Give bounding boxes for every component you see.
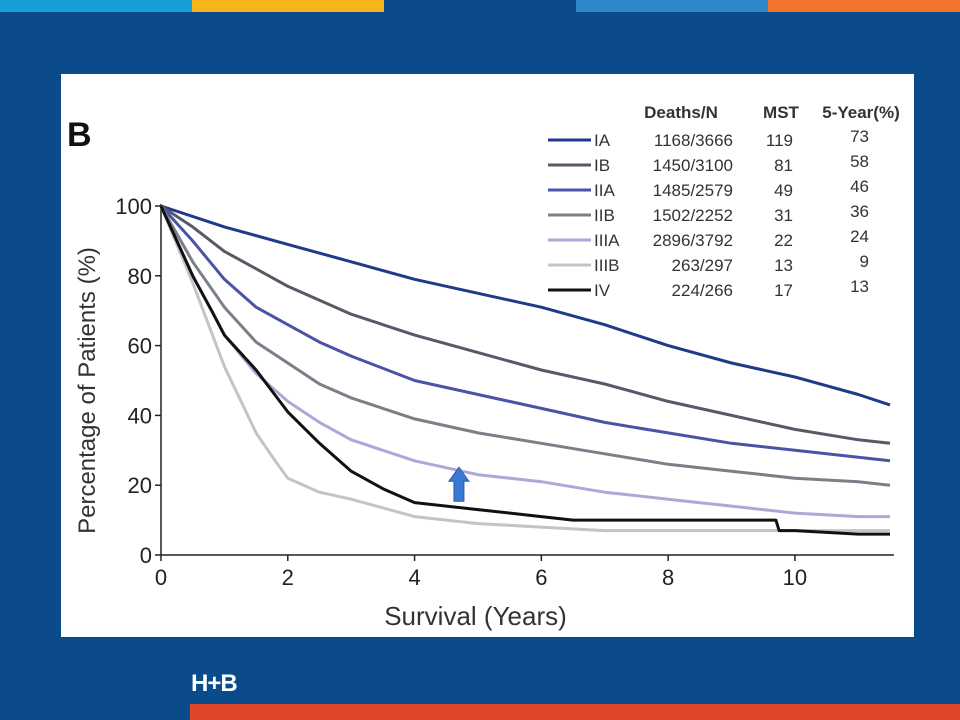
legend-five-year: 9 xyxy=(860,252,869,271)
hb-logo: H+B xyxy=(191,670,238,697)
top-color-stripes xyxy=(0,0,960,12)
up-arrow-icon xyxy=(447,466,470,502)
x-tick-label: 6 xyxy=(535,565,547,590)
y-tick-label: 0 xyxy=(140,543,152,568)
stripe-2 xyxy=(192,0,384,12)
y-tick-label: 60 xyxy=(128,334,152,359)
stripe-3 xyxy=(384,0,576,12)
legend-header: Deaths/N xyxy=(644,103,718,122)
legend-deaths-n: 1485/2579 xyxy=(653,181,733,200)
legend-five-year: 13 xyxy=(850,277,869,296)
legend-deaths-n: 1168/3666 xyxy=(654,131,733,150)
legend-mst: 31 xyxy=(774,206,793,225)
series-line-iiia xyxy=(159,205,890,519)
series-line-iiib xyxy=(159,205,890,533)
legend-header: MST xyxy=(763,103,800,122)
y-tick-label: 40 xyxy=(128,403,152,428)
x-tick-label: 4 xyxy=(408,565,420,590)
legend-stage-label: IA xyxy=(594,131,611,150)
legend-stage-label: IIA xyxy=(594,181,615,200)
series-line-ia xyxy=(160,204,891,407)
y-axis-label: Percentage of Patients (%) xyxy=(74,247,101,534)
panel-label: B xyxy=(67,116,92,154)
legend-mst: 119 xyxy=(766,131,793,150)
stripe-5 xyxy=(768,0,960,12)
x-tick-label: 0 xyxy=(155,565,167,590)
legend-mst: 49 xyxy=(774,181,793,200)
stripe-1 xyxy=(0,0,192,12)
legend-header: 5-Year(%) xyxy=(822,103,899,122)
legend-stage-label: IIIB xyxy=(594,256,620,275)
legend-deaths-n: 2896/3792 xyxy=(653,231,733,250)
legend-five-year: 73 xyxy=(850,127,869,146)
series-line-iia xyxy=(159,204,891,463)
bottom-accent-bar xyxy=(190,704,960,720)
series-line-ib xyxy=(160,204,891,445)
legend-stage-label: IIB xyxy=(594,206,615,225)
legend-five-year: 36 xyxy=(850,202,869,221)
legend-deaths-n: 224/266 xyxy=(672,281,733,300)
legend-five-year: 46 xyxy=(850,177,869,196)
y-tick-label: 100 xyxy=(115,194,152,219)
legend-deaths-n: 1450/3100 xyxy=(653,156,733,175)
x-axis-label: Survival (Years) xyxy=(384,601,567,631)
stripe-4 xyxy=(576,0,768,12)
y-tick-label: 20 xyxy=(128,473,152,498)
x-tick-label: 10 xyxy=(783,565,807,590)
legend-five-year: 58 xyxy=(850,152,869,171)
legend-mst: 13 xyxy=(774,256,793,275)
legend-mst: 17 xyxy=(774,281,793,300)
legend-deaths-n: 263/297 xyxy=(672,256,733,275)
x-tick-label: 8 xyxy=(662,565,674,590)
legend-mst: 22 xyxy=(774,231,793,250)
series-line-iib xyxy=(159,205,891,487)
x-tick-label: 2 xyxy=(282,565,294,590)
legend-mst: 81 xyxy=(774,156,793,175)
legend-stage-label: IIIA xyxy=(594,231,620,250)
legend-five-year: 24 xyxy=(850,227,869,246)
legend-stage-label: IB xyxy=(594,156,610,175)
legend-deaths-n: 1502/2252 xyxy=(653,206,733,225)
legend-stage-label: IV xyxy=(594,281,611,300)
y-tick-label: 80 xyxy=(128,264,152,289)
series-line-iv xyxy=(159,205,890,536)
chart-panel: B 0 2 4 6 8 10 0 20 40 60 80 100 Survival (Years) Perc… xyxy=(61,74,914,637)
